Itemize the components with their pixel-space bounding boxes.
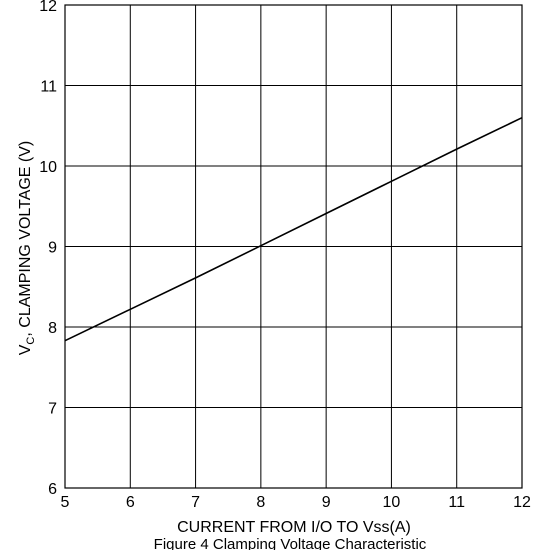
x-axis-title: CURRENT FROM I/O TO Vss(A) [177,519,411,536]
y-tick-label-8: 8 [48,320,57,337]
y-tick-label-10: 10 [39,159,57,176]
y-axis-title-subscript: C [25,337,37,345]
x-tick-labels: 5 6 7 8 9 10 11 12 [61,494,531,511]
x-tick-label-8: 8 [256,494,265,511]
y-axis-title-main: V [17,344,34,355]
plot-frame [64,4,523,489]
horizontal-gridlines [65,4,522,489]
data-series [64,116,523,342]
x-tick-label-10: 10 [383,494,401,511]
figure-caption: Figure 4 Clamping Voltage Characteristic [154,536,427,550]
x-tick-label-6: 6 [126,494,135,511]
y-tick-label-11: 11 [40,79,57,96]
y-tick-labels: 6 7 8 9 10 11 12 [39,0,57,498]
series-line-0 [64,116,523,342]
y-tick-label-12: 12 [39,0,57,15]
x-tick-label-9: 9 [322,494,331,511]
x-tick-label-11: 11 [448,494,465,511]
y-tick-label-9: 9 [48,240,57,257]
y-tick-label-6: 6 [48,481,57,498]
y-tick-label-7: 7 [48,401,57,418]
x-tick-label-7: 7 [191,494,200,511]
x-tick-label-5: 5 [61,494,70,511]
x-tick-label-12: 12 [513,494,531,511]
y-axis-title: VC, CLAMPING VOLTAGE (V) [17,141,37,356]
y-axis-title-rest: , CLAMPING VOLTAGE (V) [17,141,34,337]
